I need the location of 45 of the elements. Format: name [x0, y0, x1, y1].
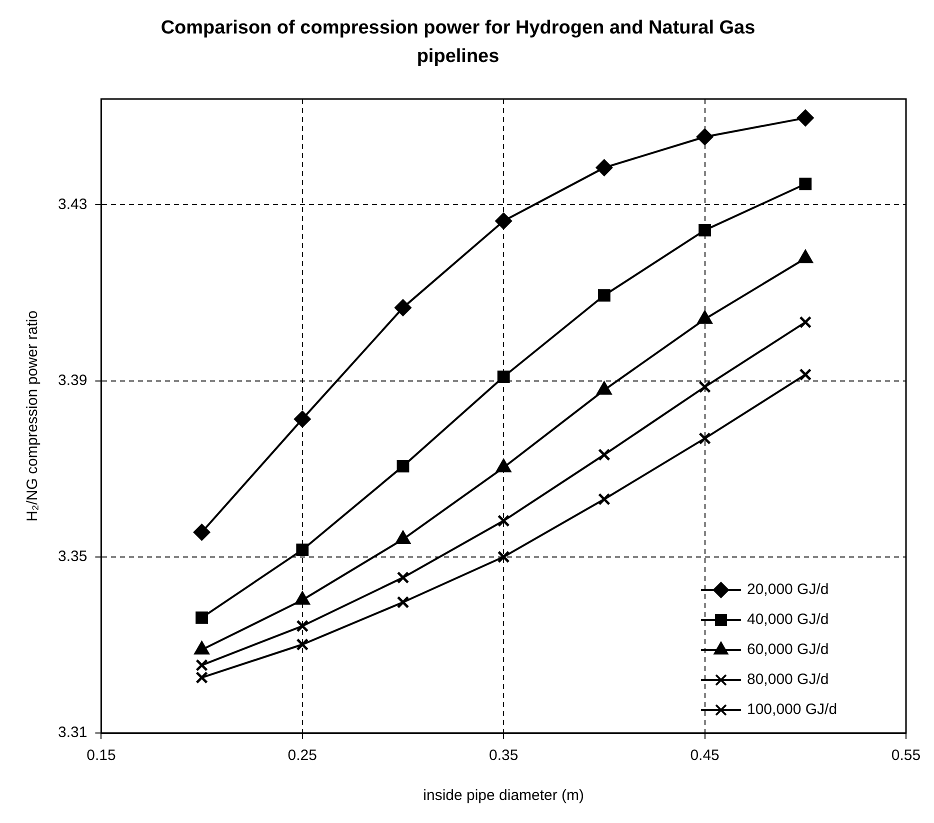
point: [495, 212, 512, 230]
x-tick-label: 0.55: [891, 747, 921, 764]
x-tick-label: 0.15: [86, 747, 116, 764]
point: [194, 524, 210, 540]
x-axis-title: inside pipe diameter (m): [423, 787, 584, 804]
point: [799, 178, 812, 190]
point: [294, 410, 311, 428]
point: [598, 448, 610, 461]
point: [698, 432, 711, 445]
legend-label: 80,000 GJ/d: [747, 671, 829, 688]
point: [396, 531, 410, 544]
point: [696, 128, 714, 146]
point: [296, 544, 309, 556]
x-tick-label: 0.25: [288, 747, 317, 764]
point: [598, 289, 610, 302]
y-tick-label: 3.43: [58, 196, 88, 213]
legend-label: 60,000 GJ/d: [747, 641, 829, 658]
point: [394, 299, 412, 316]
point: [396, 460, 410, 472]
chart-title: Comparison of compression power for Hydrogen and Natural Gas pipelines: [160, 17, 756, 67]
point: [497, 370, 510, 384]
point: [598, 493, 610, 506]
point: [296, 638, 309, 651]
point: [596, 159, 612, 176]
point: [396, 596, 410, 608]
point: [396, 571, 410, 584]
point: [296, 620, 309, 632]
legend-label: 20,000 GJ/d: [747, 581, 829, 598]
point: [698, 380, 711, 394]
point: [698, 224, 711, 236]
point: [797, 110, 814, 126]
point: [799, 316, 812, 328]
legend-label: 40,000 GJ/d: [747, 611, 829, 628]
y-tick-label: 3.35: [58, 548, 88, 566]
point: [497, 550, 510, 564]
y-axis-title: H₂/NG compression power ratio: [24, 310, 42, 522]
y-tick-label: 3.39: [58, 372, 88, 389]
point: [196, 611, 208, 624]
x-tick-label: 0.35: [488, 747, 518, 764]
point: [194, 642, 210, 655]
legend-label: 100,000 GJ/d: [747, 701, 838, 718]
point: [497, 514, 510, 527]
point: [799, 368, 812, 381]
y-tick-label: 3.31: [58, 724, 88, 742]
x-tick-label: 0.45: [690, 747, 720, 764]
